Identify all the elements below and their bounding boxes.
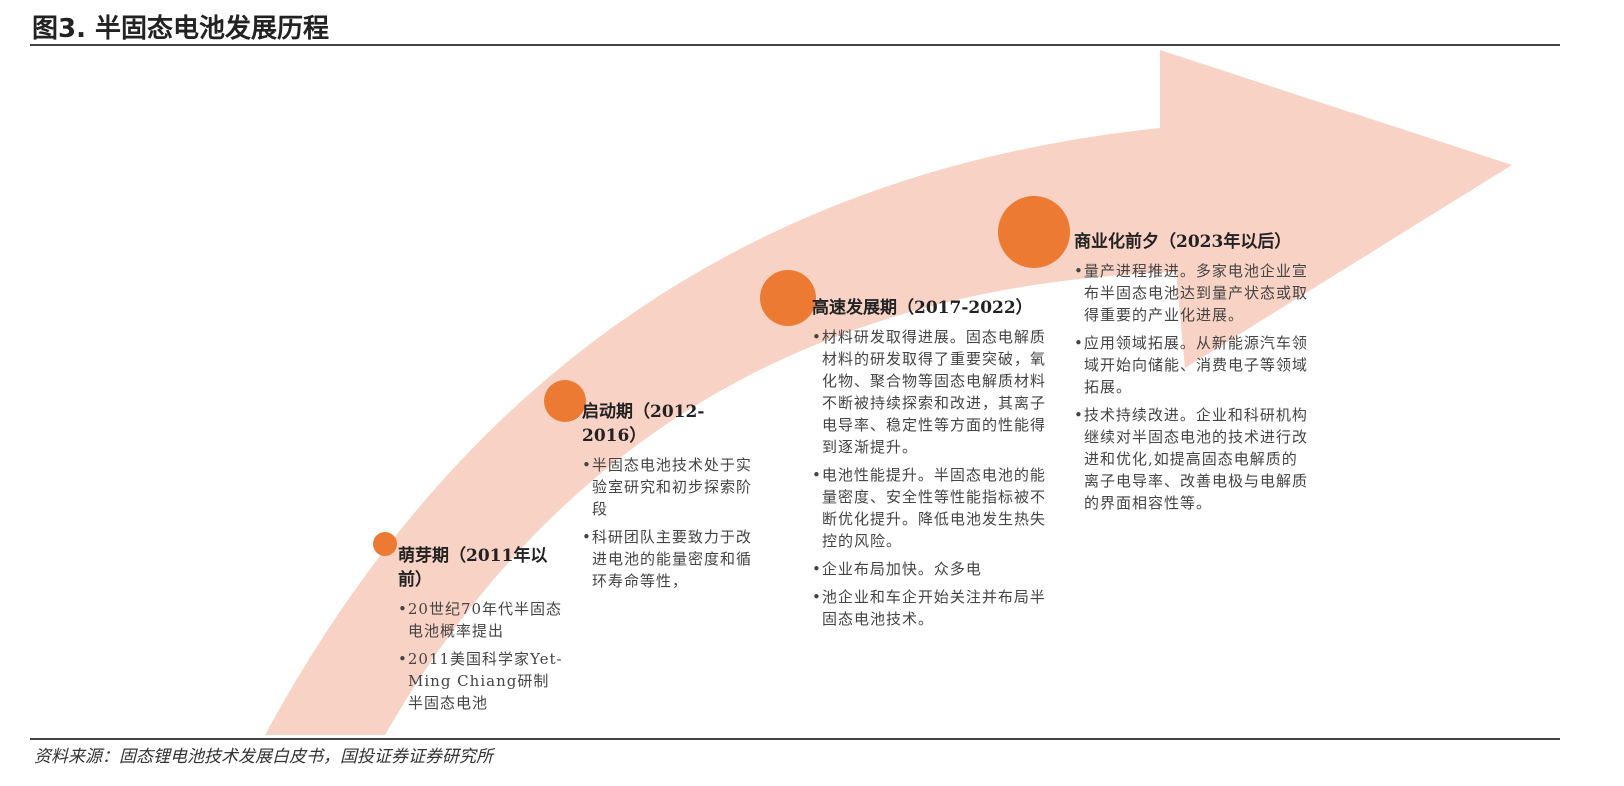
stage-bullet: 电池性能提升。半固态电池的能量密度、安全性等性能指标被不断优化提升。降低电池发生… (812, 464, 1047, 552)
stage-bullet: 企业布局加快。众多电 (812, 558, 1047, 580)
stage-bullet: 材料研发取得进展。固态电解质材料的研发取得了重要突破，氧化物、聚合物等固态电解质… (812, 326, 1047, 458)
stage-heading: 高速发展期（2017-2022） (812, 298, 1033, 318)
stage-heading: 商业化前夕（2023年以后） (1074, 232, 1292, 252)
stage-2: 启动期（2012-2016） 半固态电池技术处于实验室研究和初步探索阶段 科研团… (582, 400, 752, 598)
milestone-dot-1 (373, 532, 397, 556)
stage-heading: 萌芽期（2011年以前） (398, 546, 548, 590)
stage-bullet: 半固态电池技术处于实验室研究和初步探索阶段 (582, 454, 752, 520)
stage-bullet: 科研团队主要致力于改进电池的能量密度和循环寿命等性， (582, 526, 752, 592)
stage-bullet: 量产进程推进。多家电池企业宣布半固态电池达到量产状态或取得重要的产业化进展。 (1074, 260, 1309, 326)
stage-bullet: 20世纪70年代半固态电池概率提出 (398, 598, 563, 642)
stage-1: 萌芽期（2011年以前） 20世纪70年代半固态电池概率提出 2011美国科学家… (398, 544, 563, 720)
stage-4: 商业化前夕（2023年以后） 量产进程推进。多家电池企业宣布半固态电池达到量产状… (1074, 230, 1309, 520)
bottom-rule (30, 738, 1560, 740)
stage-bullet: 池企业和车企开始关注并布局半固态电池技术。 (812, 586, 1047, 630)
figure-title: 图3. 半固态电池发展历程 (32, 14, 330, 44)
stage-bullet: 应用领域拓展。从新能源汽车领域开始向储能、消费电子等领域拓展。 (1074, 332, 1309, 398)
curved-arrow-shape (265, 50, 1512, 735)
stage-bullet: 2011美国科学家Yet-Ming Chiang研制半固态电池 (398, 648, 563, 714)
stage-heading: 启动期（2012-2016） (582, 402, 705, 446)
milestone-dot-2 (544, 380, 586, 422)
stage-bullet: 技术持续改进。企业和科研机构继续对半固态电池的技术进行改进和优化,如提高固态电解… (1074, 404, 1309, 514)
milestone-dot-4 (998, 196, 1070, 268)
milestone-dot-3 (760, 270, 816, 326)
source-note: 资料来源：固态锂电池技术发展白皮书，国投证券证券研究所 (34, 747, 493, 767)
top-rule (30, 44, 1560, 46)
stage-3: 高速发展期（2017-2022） 材料研发取得进展。固态电解质材料的研发取得了重… (812, 296, 1047, 636)
